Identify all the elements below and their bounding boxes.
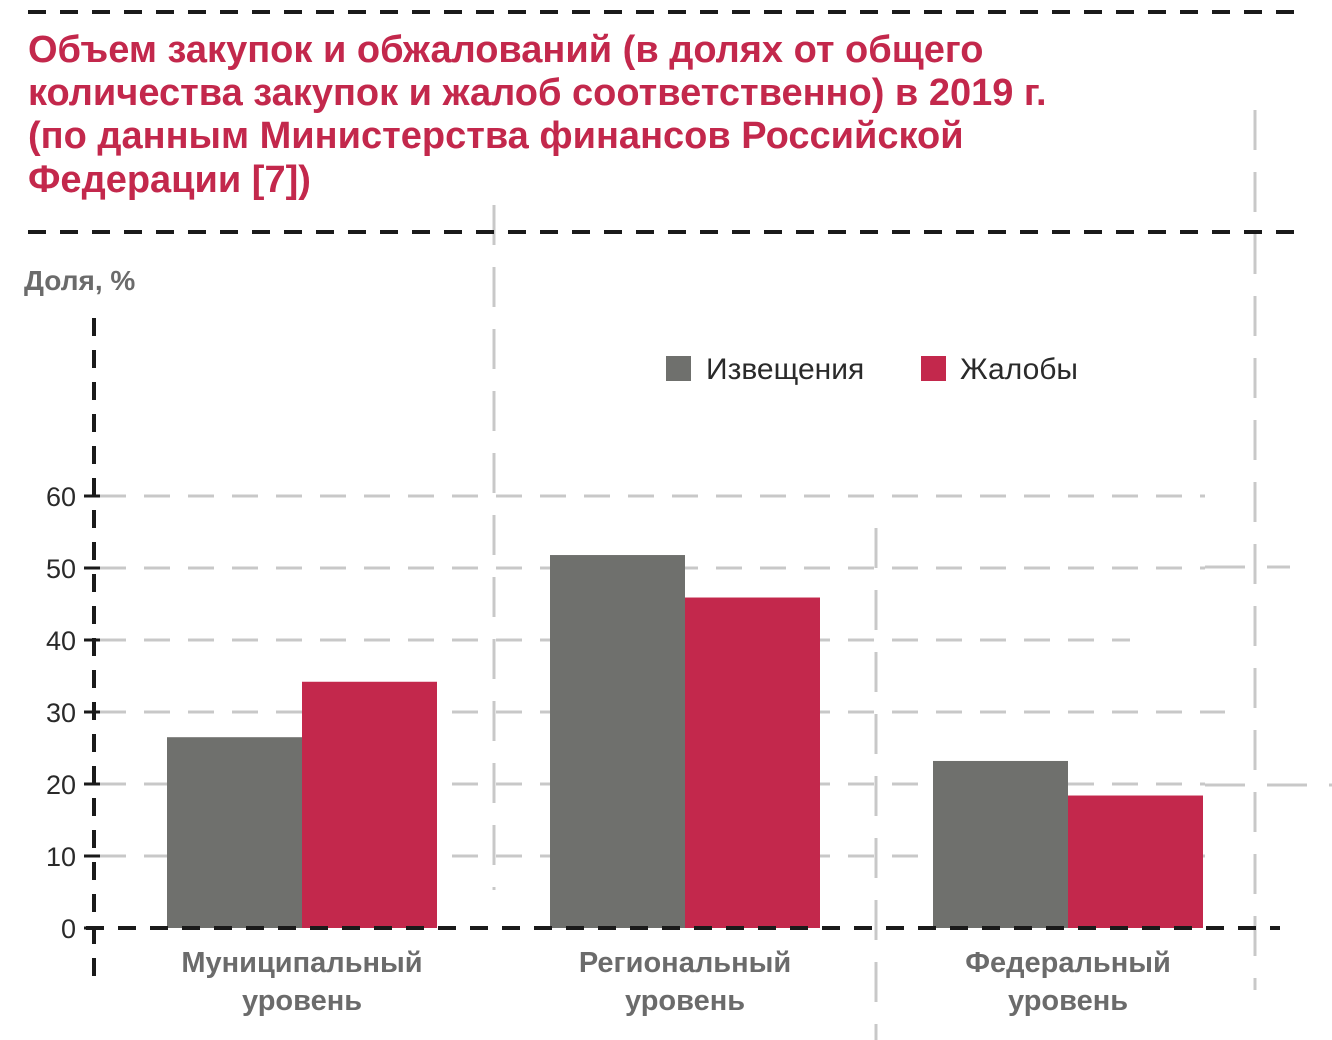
- y-tick-label: 30: [46, 698, 76, 728]
- category-labels: Муниципальный уровень Региональный уровень Ф…: [181, 947, 1170, 1017]
- y-axis-label: Доля, %: [24, 265, 135, 296]
- legend: Извещения Жалобы: [666, 353, 1078, 386]
- bar: [302, 681, 437, 928]
- title-line-4: Федерации [7]): [28, 159, 311, 201]
- category-label: Муниципальный: [181, 947, 422, 979]
- y-tick-label: 40: [46, 626, 76, 656]
- legend-label: Извещения: [706, 353, 864, 386]
- bar: [1068, 795, 1203, 928]
- y-tick-label: 20: [46, 770, 76, 800]
- title-line-3: (по данным Министерства финансов Российс…: [28, 115, 964, 157]
- category-label: уровень: [1008, 985, 1128, 1017]
- axes: [86, 318, 1280, 978]
- category-label: Федеральный: [965, 947, 1171, 979]
- bar: [167, 737, 302, 928]
- y-tick-label: 0: [61, 914, 76, 944]
- category-label: Региональный: [579, 947, 791, 979]
- legend-label: Жалобы: [960, 353, 1078, 386]
- y-tick-label: 50: [46, 554, 76, 584]
- frame-lines: [28, 10, 1300, 234]
- chart-title: Объем закупок и обжалований (в долях от …: [28, 29, 1047, 201]
- title-line-1: Объем закупок и обжалований (в долях от …: [28, 29, 983, 71]
- y-tick-labels: 0 10 20 30 40 50 60: [46, 482, 100, 944]
- legend-swatch: [666, 356, 691, 381]
- bar: [685, 597, 820, 928]
- y-tick-label: 10: [46, 842, 76, 872]
- bars: [167, 555, 1203, 928]
- bar: [933, 760, 1068, 928]
- category-label: уровень: [242, 985, 362, 1017]
- background-decoration: [492, 110, 1332, 1040]
- category-label: уровень: [625, 985, 745, 1017]
- bar: [550, 555, 685, 928]
- legend-swatch: [921, 356, 946, 381]
- y-tick-label: 60: [46, 482, 76, 512]
- title-line-2: количества закупок и жалоб соответственн…: [28, 72, 1047, 114]
